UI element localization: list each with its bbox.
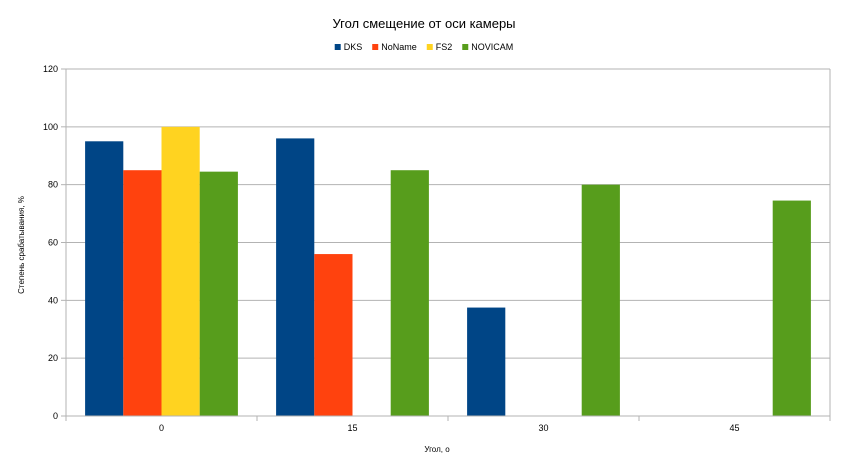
legend-label: NOVICAM xyxy=(471,42,513,52)
y-tick-label: 100 xyxy=(43,122,58,132)
bar-noname-15 xyxy=(314,254,353,416)
x-tick-label: 30 xyxy=(538,423,548,433)
legend-swatch xyxy=(462,44,469,50)
bar-dks-0 xyxy=(85,141,124,416)
legend-label: FS2 xyxy=(436,42,453,52)
bar-noname-0 xyxy=(123,170,162,416)
bar-novicam-45 xyxy=(772,200,811,416)
legend: DKS NoName FS2 NOVICAM xyxy=(334,42,513,52)
legend-swatch xyxy=(334,44,341,50)
legend-label: NoName xyxy=(381,42,417,52)
legend-label: DKS xyxy=(344,42,363,52)
bar-novicam-15 xyxy=(390,170,429,416)
legend-swatch xyxy=(426,44,433,50)
y-tick-label: 120 xyxy=(43,64,58,74)
legend-item: DKS xyxy=(334,42,363,52)
legend-item: NoName xyxy=(372,42,417,52)
y-tick-label: 60 xyxy=(48,238,58,248)
x-axis-label: Угол, о xyxy=(424,445,450,454)
bar-fs2-0 xyxy=(161,126,200,416)
legend-swatch xyxy=(372,44,379,50)
x-tick-label: 0 xyxy=(159,423,164,433)
y-axis-label: Степень срабатывания, % xyxy=(17,196,26,294)
y-tick-label: 80 xyxy=(48,180,58,190)
legend-item: NOVICAM xyxy=(462,42,513,52)
bar-dks-30 xyxy=(467,307,506,416)
bars xyxy=(85,126,811,416)
bar-novicam-30 xyxy=(581,184,620,416)
x-tick-label: 45 xyxy=(729,423,739,433)
x-tick-label: 15 xyxy=(347,423,357,433)
axes: 0 20 40 60 80 100 120 0 15 30 45 xyxy=(43,64,831,433)
y-tick-label: 40 xyxy=(48,295,58,305)
legend-item: FS2 xyxy=(426,42,453,52)
chart-title: Угол смещение от оси камеры xyxy=(332,16,515,31)
bar-novicam-0 xyxy=(199,171,238,416)
y-tick-label: 0 xyxy=(53,411,58,421)
y-tick-label: 20 xyxy=(48,353,58,363)
bar-dks-15 xyxy=(276,138,315,416)
